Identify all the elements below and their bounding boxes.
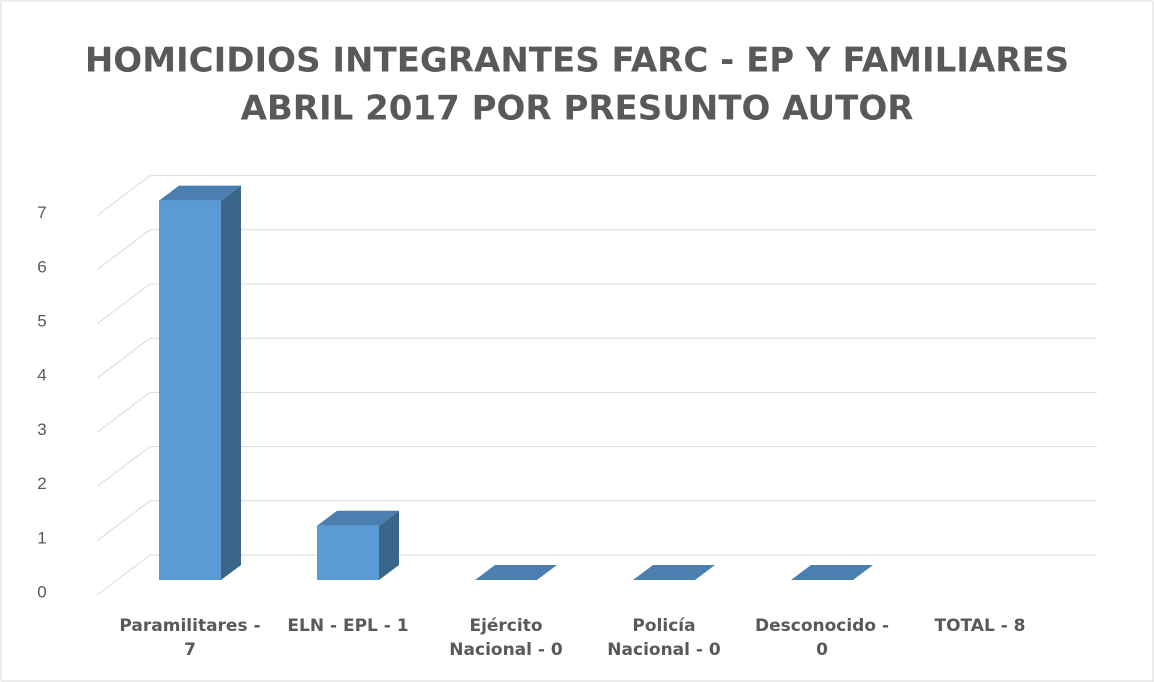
grid-line — [96, 392, 151, 433]
grid-line — [96, 446, 151, 487]
bar-top — [791, 565, 873, 580]
bar-top — [317, 510, 399, 526]
x-tick-label: Ejército Nacional - 0 — [449, 616, 563, 660]
x-tick-label: ELN - EPL - 1 — [287, 616, 409, 636]
bar — [633, 565, 715, 580]
y-tick-label: 2 — [37, 474, 46, 493]
y-tick-label: 4 — [37, 366, 46, 385]
bar — [791, 565, 873, 580]
y-tick-label: 6 — [37, 257, 46, 276]
bar — [475, 565, 557, 580]
grid-line — [96, 175, 151, 216]
bar-top — [475, 565, 557, 580]
y-tick-label: 7 — [37, 203, 46, 222]
grid-line — [96, 500, 151, 542]
bar-side — [379, 510, 399, 580]
x-tick-label: Policía Nacional - 0 — [607, 616, 721, 660]
x-tick-label: TOTAL - 8 — [934, 616, 1026, 636]
bar-top — [159, 185, 241, 201]
chart-title: ABRIL 2017 POR PRESUNTO AUTOR — [241, 89, 914, 129]
bar — [317, 510, 399, 580]
grid-line — [96, 337, 151, 379]
y-tick-label: 3 — [37, 420, 46, 439]
bar-front — [159, 200, 221, 580]
bar-top — [633, 565, 715, 580]
chart-title: HOMICIDIOS INTEGRANTES FARC - EP Y FAMIL… — [85, 41, 1069, 81]
bar-side — [221, 185, 241, 580]
y-tick-label: 0 — [37, 582, 46, 601]
bar-front — [317, 525, 379, 580]
y-tick-label: 5 — [37, 311, 46, 330]
x-tick-label: Desconocido - 0 — [754, 616, 890, 660]
grid-line — [96, 283, 151, 325]
y-tick-label: 1 — [37, 528, 46, 547]
bar — [159, 185, 241, 580]
x-tick-label: Paramilitares - 7 — [119, 616, 261, 660]
grid-line — [96, 229, 151, 271]
grid-line — [96, 554, 151, 596]
